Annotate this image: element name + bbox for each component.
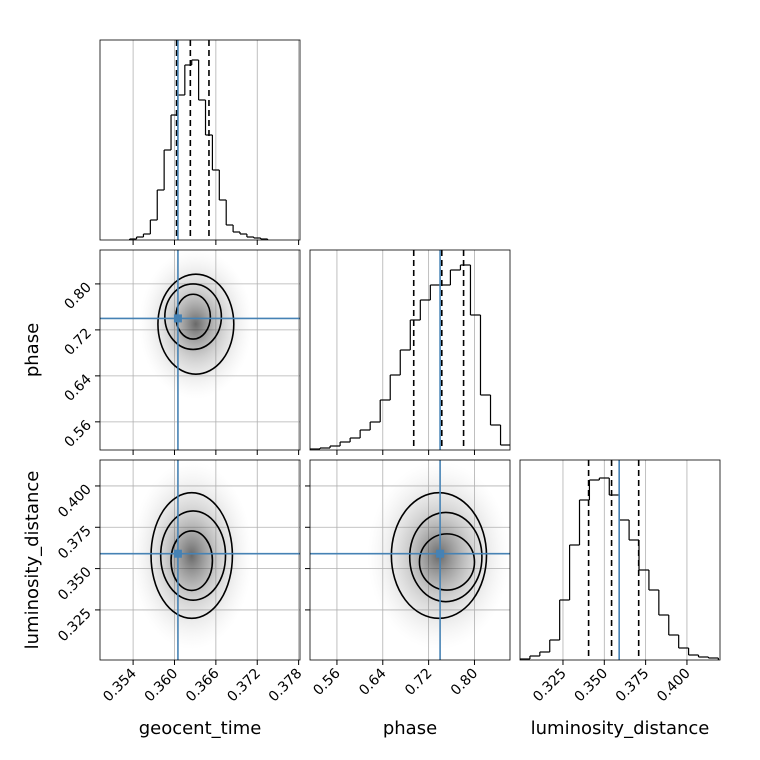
x-tick-label: 0.64 [356, 665, 389, 698]
contour [170, 530, 214, 592]
panel: 0.56 0.64 0.72 0.80 phase [305, 459, 511, 739]
panel: 0.56 0.64 0.72 0.80 phase [22, 249, 301, 455]
panel: 0.325 0.350 0.375 0.400 luminosity_distance [519, 459, 721, 739]
plot-area [310, 460, 510, 660]
contour [157, 273, 235, 375]
plot-area [100, 250, 300, 450]
contour [408, 511, 483, 603]
x-tick-label: 0.354 [100, 665, 140, 705]
contour [164, 283, 223, 351]
density-haze [130, 461, 253, 650]
panel-frame [519, 459, 721, 661]
panel: 0.354 0.360 0.366 0.372 0.378 0.3250.3500.375… [22, 459, 306, 739]
x-tick-label: 0.366 [183, 665, 223, 705]
x-tick-label: 0.360 [142, 666, 182, 706]
y-axis-label: luminosity_distance [22, 471, 43, 650]
contour [159, 510, 227, 601]
x-tick-label: 0.400 [654, 666, 694, 706]
x-axis-label: luminosity_distance [531, 718, 710, 739]
panel-frame [309, 249, 511, 451]
y-tick-label: 0.72 [61, 325, 94, 358]
y-tick-label: 0.56 [61, 417, 94, 450]
y-tick-label: 0.64 [61, 371, 94, 404]
contour [418, 533, 476, 591]
panel-frame [99, 459, 301, 661]
plot-area [310, 250, 510, 450]
panel-frame [99, 39, 301, 241]
panel-frame [99, 249, 301, 451]
panel-frame [309, 459, 511, 661]
x-tick-label: 0.56 [310, 665, 343, 698]
truth-marker [173, 314, 182, 323]
x-tick-label: 0.80 [448, 666, 481, 699]
y-tick-label: 0.375 [55, 523, 95, 563]
plot-area [520, 460, 719, 660]
x-tick-label: 0.378 [266, 666, 306, 706]
x-axis-label: geocent_time [139, 718, 262, 739]
density-haze [138, 250, 253, 400]
y-axis-label: phase [22, 323, 43, 377]
truth-marker [436, 549, 445, 558]
y-tick-label: 0.400 [55, 481, 95, 521]
x-tick-label: 0.372 [224, 666, 264, 706]
plot-area [129, 40, 300, 240]
contour [150, 491, 234, 620]
panel [309, 249, 511, 455]
x-tick-label: 0.350 [571, 666, 611, 706]
x-tick-label: 0.72 [402, 666, 435, 699]
x-tick-label: 0.375 [613, 666, 653, 706]
x-tick-label: 0.325 [530, 666, 570, 706]
panel [99, 39, 301, 245]
plot-area [100, 460, 300, 660]
truth-marker [173, 549, 182, 558]
contour [390, 491, 488, 620]
y-tick-label: 0.325 [55, 605, 95, 645]
y-tick-label: 0.350 [55, 564, 95, 604]
y-tick-label: 0.80 [61, 279, 94, 312]
x-axis-label: phase [383, 718, 437, 739]
